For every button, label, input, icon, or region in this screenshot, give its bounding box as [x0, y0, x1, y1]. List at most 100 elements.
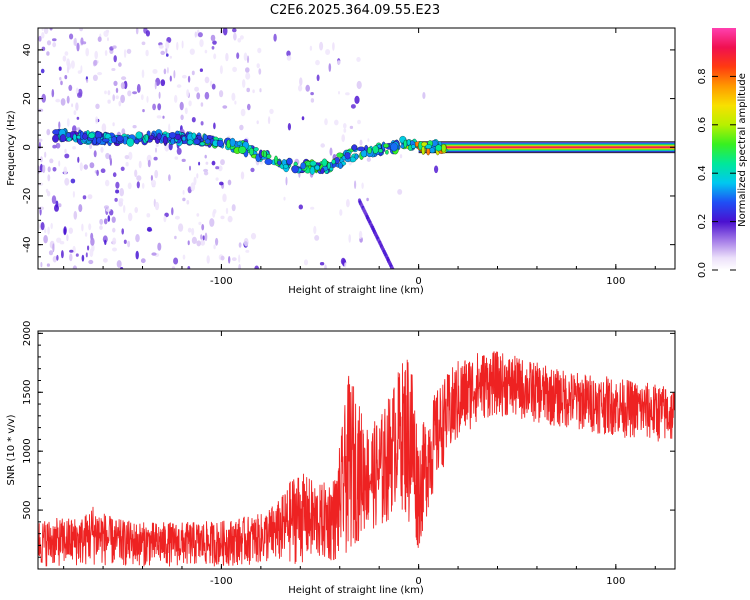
noise-speckle: [186, 200, 190, 205]
noise-speckle: [181, 40, 184, 49]
noise-speckle: [76, 42, 80, 52]
noise-speckle: [200, 102, 204, 107]
noise-speckle: [225, 207, 229, 215]
noise-speckle: [219, 65, 223, 75]
noise-speckle: [112, 227, 116, 233]
noise-speckle: [107, 90, 111, 96]
colorbar-tick-label: 0.4: [697, 165, 708, 181]
noise-speckle: [42, 164, 46, 174]
noise-speckle: [46, 40, 52, 46]
noise-speckle: [100, 168, 106, 173]
noise-speckle: [165, 41, 170, 49]
noise-speckle: [50, 222, 53, 230]
noise-speckle: [196, 240, 201, 247]
noise-speckle: [146, 213, 151, 218]
noise-speckle: [86, 78, 89, 83]
noise-speckle: [343, 128, 347, 133]
noise-speckle: [111, 68, 116, 71]
ridge-blob: [199, 141, 206, 146]
noise-speckle: [92, 74, 98, 82]
noise-speckle: [69, 33, 74, 40]
noise-speckle: [116, 260, 122, 268]
noise-speckle: [97, 36, 102, 42]
snr-y-label: SNR (10 * v/v): [6, 414, 17, 485]
noise-speckle: [113, 55, 117, 63]
noise-speckle: [112, 247, 117, 252]
noise-speckle: [47, 226, 50, 235]
noise-speckle: [64, 75, 68, 80]
noise-speckle: [197, 32, 203, 38]
noise-speckle: [174, 235, 177, 240]
noise-speckle: [245, 67, 250, 73]
noise-speckle: [93, 150, 97, 158]
ridge-blob: [344, 151, 351, 160]
ridge-blob: [236, 141, 242, 146]
noise-speckle: [52, 255, 57, 263]
noise-speckle: [242, 79, 246, 88]
noise-speckle: [66, 234, 69, 242]
noise-speckle: [286, 55, 292, 61]
noise-speckle: [215, 237, 219, 246]
noise-speckle: [103, 258, 108, 263]
noise-speckle: [77, 156, 80, 163]
x-tick-label: 0: [415, 576, 421, 587]
noise-speckle: [145, 30, 150, 37]
noise-speckle: [115, 87, 119, 94]
noise-speckle: [48, 250, 54, 256]
noise-speckle: [40, 206, 44, 210]
noise-speckle: [125, 161, 129, 167]
noise-speckle: [107, 215, 111, 222]
snr-frame: [37, 330, 676, 570]
noise-speckle: [203, 168, 209, 173]
noise-speckle: [103, 205, 110, 210]
ridge-blob: [403, 139, 408, 148]
noise-speckle: [227, 215, 233, 223]
noise-speckle: [99, 218, 104, 225]
noise-speckle: [220, 215, 225, 220]
noise-speckle: [243, 237, 249, 247]
noise-speckle: [200, 234, 203, 240]
noise-speckle: [127, 240, 131, 248]
noise-speckle: [174, 94, 178, 103]
noise-speckle: [204, 91, 210, 100]
noise-speckle: [173, 70, 176, 79]
noise-speckle: [72, 245, 76, 254]
noise-speckle: [209, 80, 213, 87]
noise-speckle: [238, 264, 241, 269]
ridge-blob: [320, 167, 325, 175]
noise-speckle: [186, 89, 190, 98]
noise-speckle: [96, 169, 99, 176]
noise-speckle: [64, 153, 70, 159]
noise-speckle: [85, 47, 89, 57]
noise-speckle: [356, 80, 362, 90]
noise-speckle: [163, 68, 167, 75]
noise-speckle: [46, 51, 50, 56]
y-tick-label: 2000: [22, 321, 33, 346]
noise-speckle: [82, 195, 87, 200]
noise-speckle: [146, 95, 149, 103]
noise-speckle: [61, 250, 64, 259]
noise-speckle: [222, 193, 227, 203]
noise-speckle: [151, 252, 157, 256]
ridge-blob: [283, 164, 289, 169]
noise-speckle: [78, 204, 83, 213]
noise-speckle: [113, 80, 118, 86]
noise-speckle: [198, 221, 202, 226]
noise-speckle: [66, 118, 70, 127]
ridge-blob: [170, 138, 176, 145]
noise-speckle: [283, 196, 286, 201]
noise-speckle: [49, 158, 54, 164]
noise-speckle: [180, 114, 184, 121]
ridge-blob: [273, 155, 279, 164]
noise-speckle: [40, 68, 45, 74]
noise-speckle: [136, 83, 141, 93]
noise-speckle: [198, 161, 201, 166]
snr-series-line: [38, 351, 675, 567]
noise-speckle: [127, 90, 132, 97]
noise-speckle: [184, 107, 188, 115]
noise-speckle: [182, 197, 186, 202]
noise-speckle: [97, 72, 103, 76]
noise-speckle: [361, 182, 364, 189]
noise-speckle: [298, 204, 303, 210]
noise-speckle: [81, 41, 87, 45]
